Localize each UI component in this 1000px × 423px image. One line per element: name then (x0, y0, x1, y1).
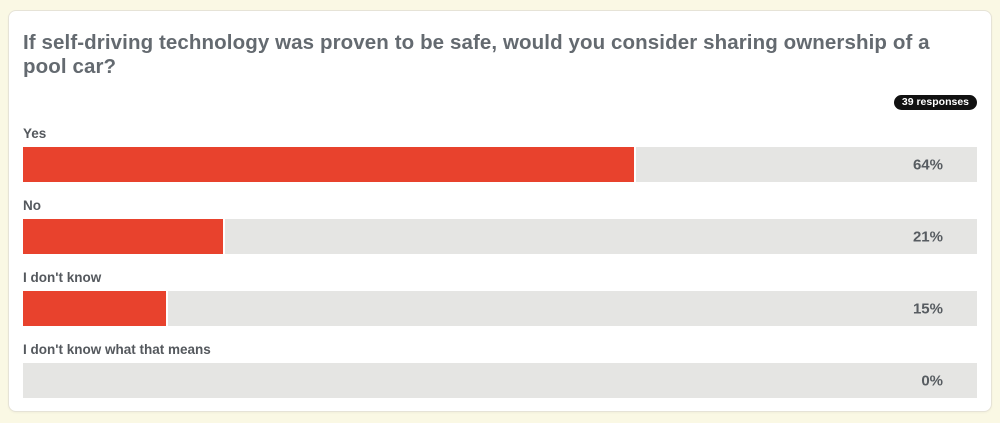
result-row: I don't know what that means 0% (23, 342, 977, 398)
responses-count-badge: 39 responses (893, 95, 977, 110)
answer-label: I don't know what that means (23, 342, 211, 357)
result-row: Yes 64% (23, 126, 977, 182)
percentage-value: 0% (921, 372, 943, 389)
answer-label: No (23, 198, 41, 213)
bar-track: 64% (23, 147, 977, 182)
percentage-value: 21% (912, 228, 943, 245)
result-row: I don't know 15% (23, 270, 977, 326)
survey-results-card: If self-driving technology was proven to… (8, 10, 992, 412)
percentage-value: 64% (912, 156, 943, 173)
bar-track: 21% (23, 219, 977, 254)
bar-fill (23, 219, 224, 254)
percentage-value: 15% (912, 300, 943, 317)
responses-badge-row: 39 responses (23, 95, 977, 110)
result-row: No 21% (23, 198, 977, 254)
bar-track: 15% (23, 291, 977, 326)
bar-track: 0% (23, 363, 977, 398)
question-title: If self-driving technology was proven to… (23, 31, 930, 78)
bar-fill (23, 291, 167, 326)
results-list: Yes 64% No 21% I don't know 15% I don't … (23, 126, 977, 398)
answer-label: I don't know (23, 270, 102, 285)
answer-label: Yes (23, 126, 47, 141)
bar-fill (23, 147, 634, 182)
